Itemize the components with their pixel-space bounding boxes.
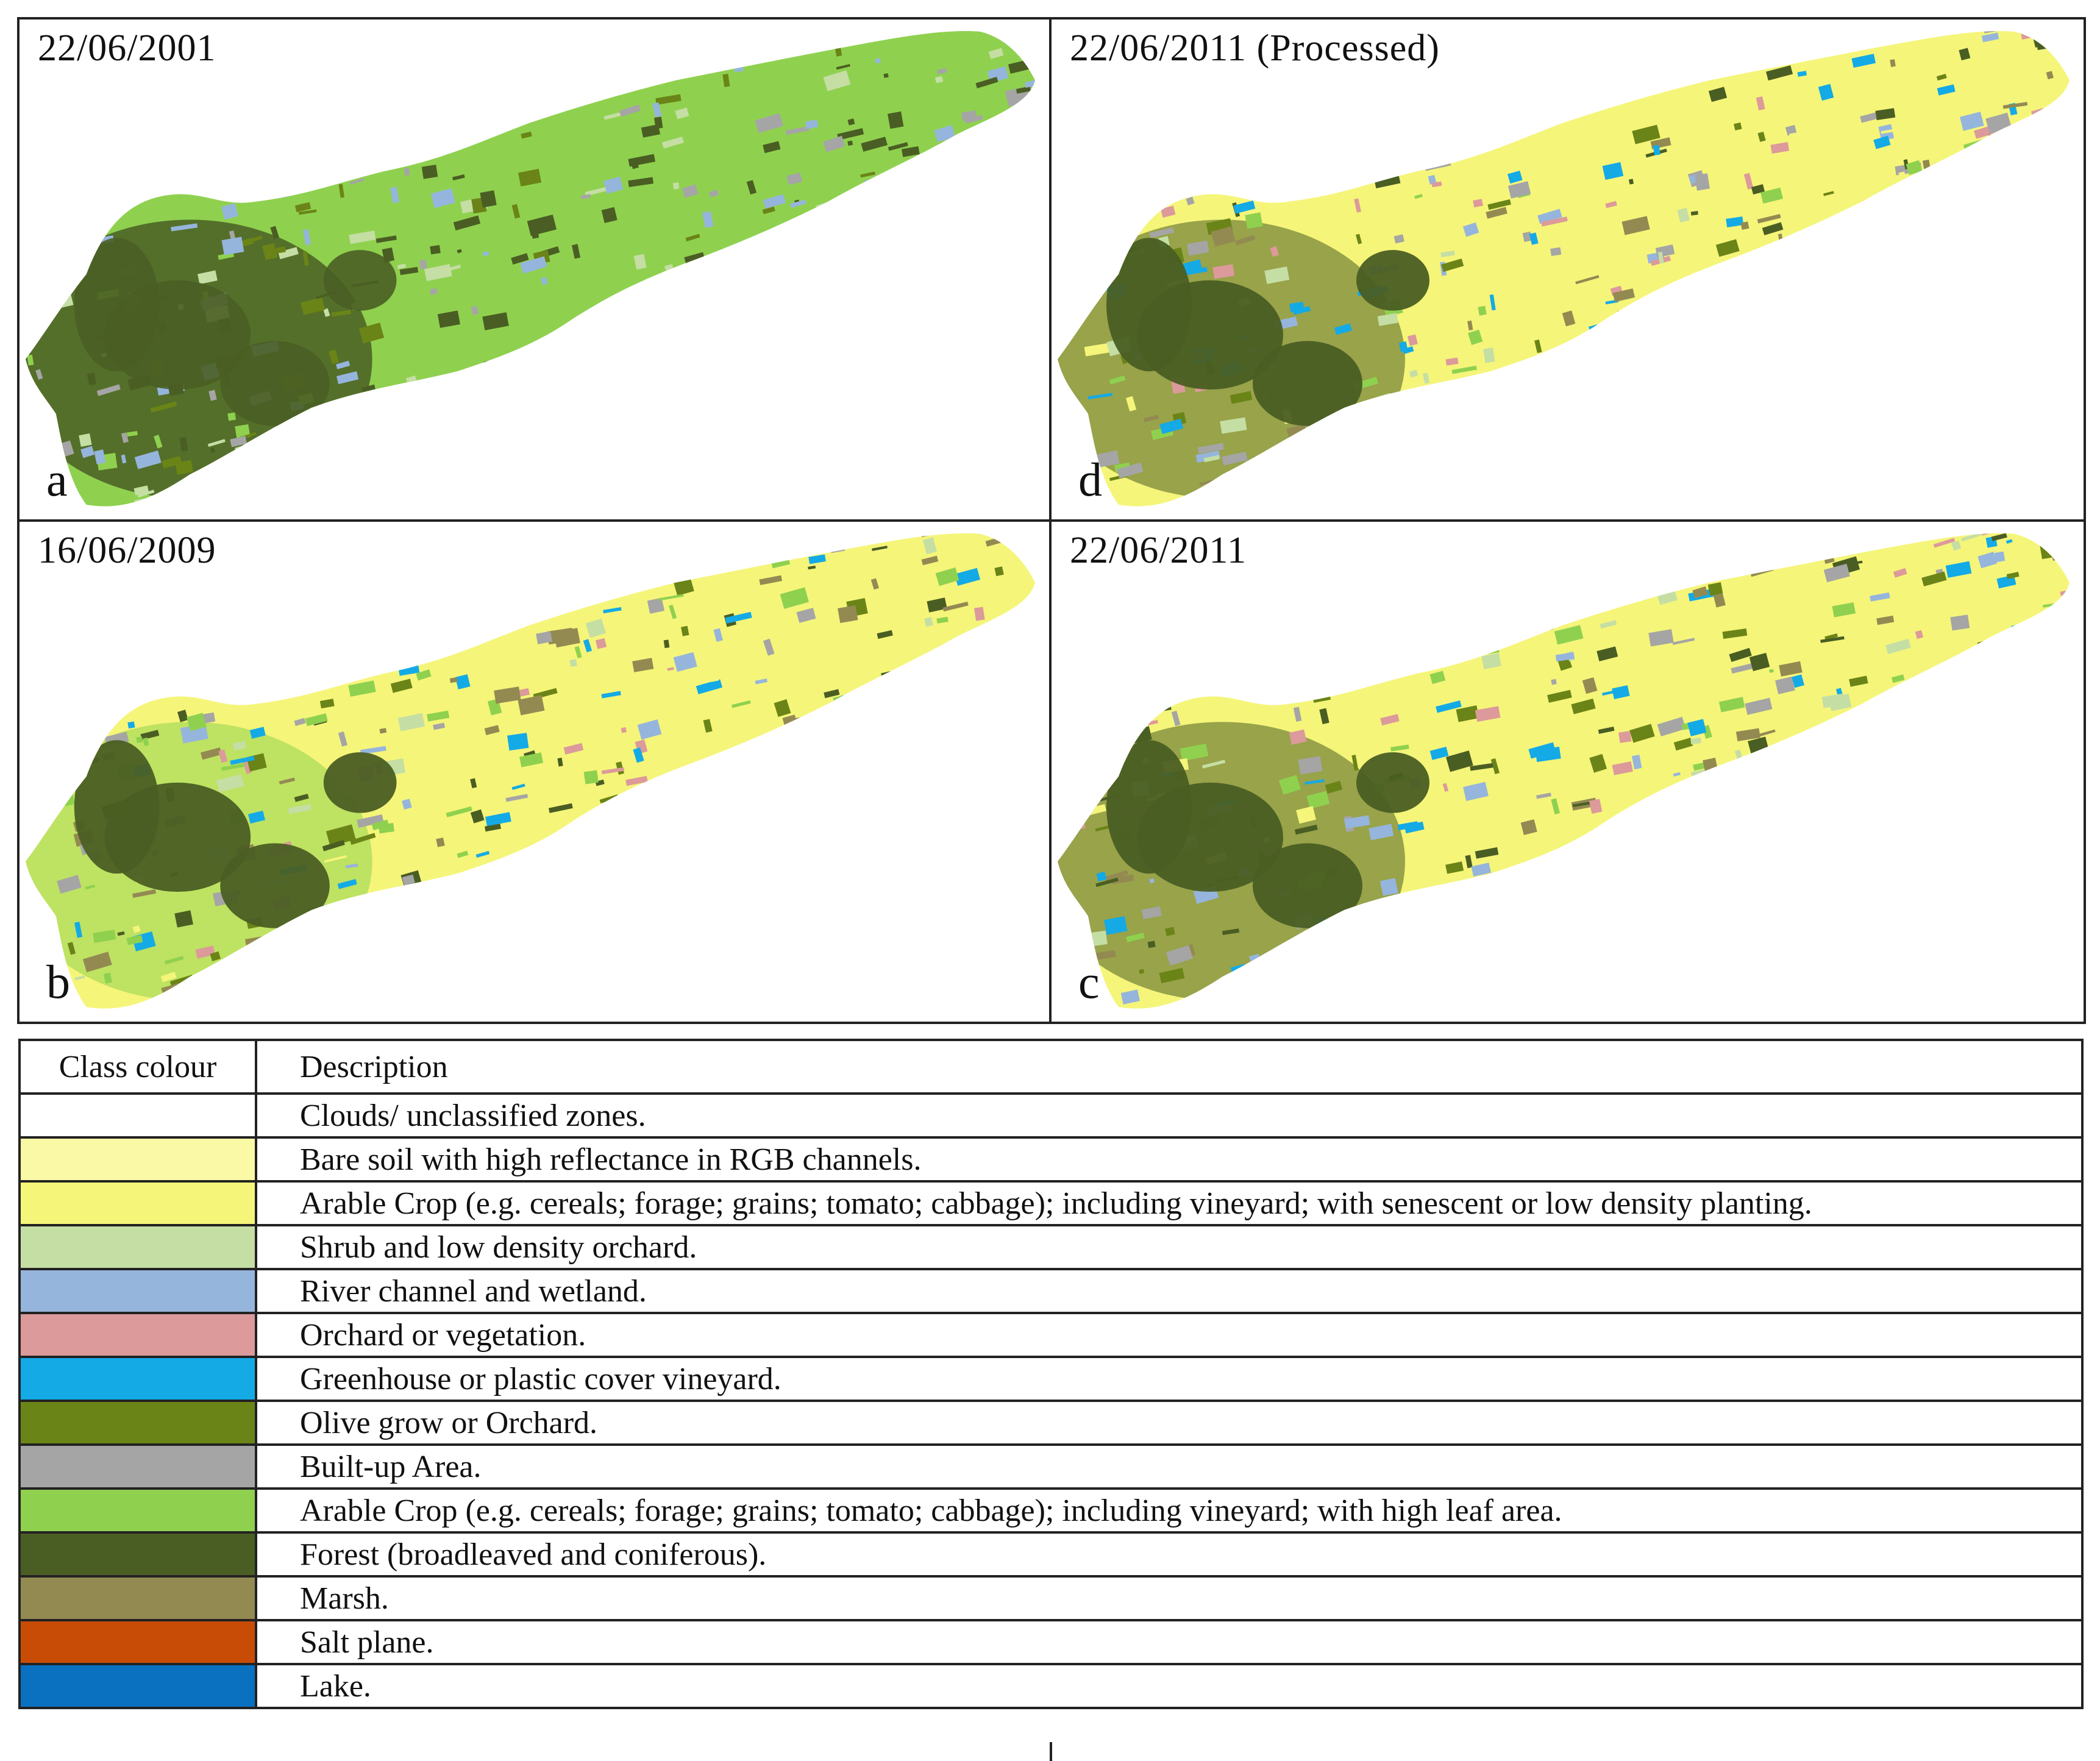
- legend-row: Marsh.: [18, 1575, 2084, 1621]
- legend-rows: Clouds/ unclassified zones. Bare soil wit…: [18, 1092, 2084, 1709]
- legend-description: Clouds/ unclassified zones.: [255, 1092, 2084, 1139]
- legend-description: River channel and wetland.: [255, 1268, 2084, 1314]
- legend-header-row: Class colour Description: [18, 1039, 2084, 1095]
- panel-date-b: 16/06/2009: [38, 530, 216, 571]
- panel-letter-d: d: [1078, 453, 1102, 506]
- legend-swatch: [18, 1356, 257, 1402]
- map-panel-c: 22/06/2011 c: [1052, 522, 2084, 1022]
- legend-header-colour: Class colour: [18, 1039, 257, 1095]
- legend-description: Marsh.: [255, 1575, 2084, 1621]
- map-region-fill: [1058, 30, 2070, 507]
- legend-swatch: [18, 1400, 257, 1446]
- land-cover-map-a: [25, 30, 1036, 507]
- legend-swatch: [18, 1443, 257, 1490]
- legend-swatch: [18, 1268, 257, 1314]
- legend-row: Arable Crop (e.g. cereals; forage; grain…: [18, 1180, 2084, 1226]
- map-region-fill: [1058, 533, 2070, 1009]
- legend-row: Bare soil with high reflectance in RGB c…: [18, 1136, 2084, 1183]
- land-cover-map-c: [1058, 533, 2070, 1009]
- legend-row: Lake.: [18, 1663, 2084, 1709]
- panel-date-d: 22/06/2011 (Processed): [1070, 27, 1440, 69]
- legend-row: Salt plane.: [18, 1619, 2084, 1665]
- map-panels-grid: 22/06/2001 a 22/06/2011 (Processed) d 16…: [17, 17, 2086, 1024]
- legend-swatch: [18, 1531, 257, 1578]
- legend-row: Forest (broadleaved and coniferous).: [18, 1531, 2084, 1578]
- map-panel-b: 16/06/2009 b: [20, 522, 1052, 1022]
- legend-description: Shrub and low density orchard.: [255, 1224, 2084, 1270]
- legend-row: Olive grow or Orchard.: [18, 1400, 2084, 1446]
- panel-letter-b: b: [46, 955, 70, 1008]
- legend-row: River channel and wetland.: [18, 1268, 2084, 1314]
- panel-letter-a: a: [46, 453, 68, 506]
- legend-description: Built-up Area.: [255, 1443, 2084, 1490]
- map-panel-a: 22/06/2001 a: [20, 20, 1052, 522]
- legend-swatch: [18, 1487, 257, 1534]
- panel-letter-c: c: [1078, 955, 1100, 1008]
- legend-swatch: [18, 1575, 257, 1621]
- bottom-divider-tick: [1050, 1742, 1052, 1761]
- legend-description: Orchard or vegetation.: [255, 1312, 2084, 1358]
- legend-description: Arable Crop (e.g. cereals; forage; grain…: [255, 1487, 2084, 1534]
- legend-row: Shrub and low density orchard.: [18, 1224, 2084, 1270]
- legend-row: Arable Crop (e.g. cereals; forage; grain…: [18, 1487, 2084, 1534]
- legend-swatch: [18, 1619, 257, 1665]
- map-region-fill: [25, 533, 1036, 1009]
- map-region-fill: [25, 30, 1036, 507]
- panel-date-a: 22/06/2001: [38, 27, 216, 69]
- legend-swatch: [18, 1092, 257, 1139]
- land-cover-map-b: [25, 533, 1036, 1009]
- panel-date-c: 22/06/2011: [1070, 530, 1247, 571]
- legend-description: Arable Crop (e.g. cereals; forage; grain…: [255, 1180, 2084, 1226]
- legend-swatch: [18, 1312, 257, 1358]
- legend-row: Greenhouse or plastic cover vineyard.: [18, 1356, 2084, 1402]
- legend-description: Lake.: [255, 1663, 2084, 1709]
- legend-description: Salt plane.: [255, 1619, 2084, 1665]
- legend-header-description: Description: [255, 1039, 2084, 1095]
- legend-swatch: [18, 1224, 257, 1270]
- legend-swatch: [18, 1180, 257, 1226]
- legend-row: Orchard or vegetation.: [18, 1312, 2084, 1358]
- legend-swatch: [18, 1136, 257, 1183]
- land-cover-map-d: [1058, 30, 2070, 507]
- legend-description: Greenhouse or plastic cover vineyard.: [255, 1356, 2084, 1402]
- map-panel-d: 22/06/2011 (Processed) d: [1052, 20, 2084, 522]
- legend-description: Bare soil with high reflectance in RGB c…: [255, 1136, 2084, 1183]
- legend-table: Class colour Description Clouds/ unclass…: [18, 1039, 2084, 1709]
- legend-swatch: [18, 1663, 257, 1709]
- legend-description: Olive grow or Orchard.: [255, 1400, 2084, 1446]
- legend-row: Clouds/ unclassified zones.: [18, 1092, 2084, 1139]
- legend-description: Forest (broadleaved and coniferous).: [255, 1531, 2084, 1578]
- legend-row: Built-up Area.: [18, 1443, 2084, 1490]
